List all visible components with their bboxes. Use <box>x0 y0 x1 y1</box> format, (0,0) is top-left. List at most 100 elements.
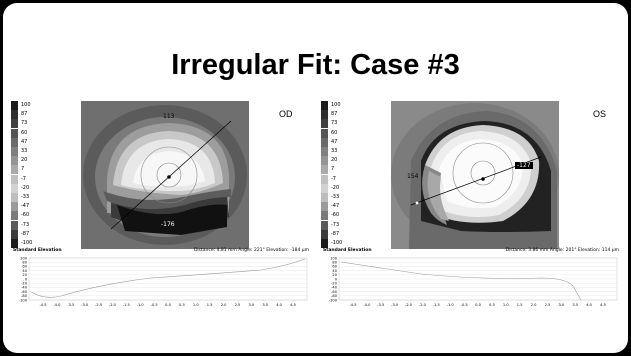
graph-x-tick-label: -4.5 <box>39 303 46 307</box>
elevation-color-scale: 100 87 73 60 47 33 20 7 -7 -20 -33 -47 -60 -73 -87 -100 <box>11 101 37 249</box>
scale-label: -73 <box>21 221 30 228</box>
graph-frame <box>28 257 308 301</box>
graph-header: Standard Elevation Distance: 3.86 mm Ang… <box>321 248 621 255</box>
graph-x-tick-label: 1.5 <box>207 303 213 307</box>
scale-swatch <box>11 202 18 212</box>
scale-label: 7 <box>331 166 335 173</box>
graph-x-tick-label: -1.0 <box>447 303 455 307</box>
scale-label: -100 <box>21 240 33 246</box>
graph-y-tick-label: 40 <box>22 269 27 273</box>
scale-swatch <box>321 137 328 147</box>
scale-swatch <box>11 211 18 221</box>
scale-swatch <box>321 156 328 166</box>
scale-swatch <box>321 202 328 212</box>
scale-label: -87 <box>21 230 30 237</box>
scale-swatch <box>321 119 328 129</box>
scale-swatch <box>11 147 18 156</box>
scale-label: 33 <box>331 148 338 154</box>
scale-label: 73 <box>21 120 28 127</box>
graph-y-tick-label: 0 <box>335 277 338 281</box>
graph-x-tick-label: 4.0 <box>276 303 282 307</box>
scale-label: -20 <box>21 184 30 191</box>
graph-x-tick-label: -0.5 <box>151 303 158 307</box>
graph-info: Distance: 4.81 mm Angle: 221° Elevation:… <box>193 248 309 253</box>
elevation-color-scale: 100 87 73 60 47 33 20 7 -7 -20 -33 -47 -60 -73 -87 -100 <box>321 101 347 249</box>
scale-label: -20 <box>331 184 340 191</box>
graph-x-tick-label: -4.0 <box>53 303 61 307</box>
scale-swatch <box>321 128 328 138</box>
graph-y-tick-label: 60 <box>332 265 337 269</box>
graph-y-tick-label: 80 <box>332 261 337 265</box>
scale-swatch <box>11 101 18 110</box>
scale-label: -73 <box>331 221 340 228</box>
graph-y-tick-label: 0 <box>25 277 28 281</box>
graph-y-tick-label: -100 <box>329 298 338 302</box>
graph-x-tick-label: -4.5 <box>349 303 356 307</box>
scale-swatch <box>321 239 328 248</box>
od-topography-panel: 100 87 73 60 47 33 20 7 -7 -20 -33 -47 -60 -73 -87 -100… <box>11 101 309 249</box>
scale-label: -47 <box>21 203 30 210</box>
graph-x-tick-label: 1.5 <box>517 303 523 307</box>
elevation-profile-line <box>30 258 306 298</box>
scale-label: -100 <box>331 240 343 246</box>
scale-label: -47 <box>331 203 340 210</box>
graph-y-tick-label: 60 <box>22 265 27 269</box>
os-eye-label: OS <box>593 109 607 119</box>
scale-swatch <box>321 229 328 239</box>
scale-swatch <box>321 183 328 193</box>
scale-swatch <box>11 137 18 147</box>
scale-label: 60 <box>331 129 338 136</box>
scale-swatch <box>321 165 328 175</box>
graph-x-tick-label: 4.5 <box>290 303 296 307</box>
graph-y-tick-label: -80 <box>331 294 338 298</box>
graph-y-tick-label: 20 <box>332 273 337 277</box>
graph-x-tick-label: -1.0 <box>137 303 145 307</box>
graph-y-tick-label: 100 <box>330 256 338 260</box>
scale-label: 87 <box>21 111 28 118</box>
graph-y-tick-label: -60 <box>21 290 28 294</box>
scale-swatch <box>321 101 328 110</box>
scale-swatch <box>321 211 328 221</box>
graph-x-tick-label: 0.0 <box>165 303 171 307</box>
graph-title: Standard Elevation <box>323 248 372 253</box>
graph-y-tick-label: 100 <box>20 256 28 260</box>
graph-x-tick-label: 4.5 <box>600 303 606 307</box>
od-bottom-elevation-value: -176 <box>161 221 175 228</box>
graph-x-tick-label: 1.0 <box>503 303 509 307</box>
graph-x-tick-label: -3.5 <box>67 303 74 307</box>
os-left-elevation-value: 154 <box>407 173 419 180</box>
graph-y-tick-label: -20 <box>21 282 28 286</box>
graph-y-tick-label: -40 <box>331 286 338 290</box>
os-topography-panel: 100 87 73 60 47 33 20 7 -7 -20 -33 -47 -60 -73 -87 -100… <box>321 101 619 249</box>
graph-y-tick-label: -60 <box>331 290 338 294</box>
graph-y-tick-label: 80 <box>22 261 27 265</box>
scale-swatch <box>11 229 18 239</box>
scale-label: 73 <box>331 120 338 127</box>
od-top-elevation-value: 113 <box>163 113 175 120</box>
scale-label: 47 <box>21 138 28 145</box>
slide: Irregular Fit: Case #3 100 87 73 60 47 33 20 7 -… <box>3 3 628 353</box>
scale-swatch <box>321 110 328 120</box>
graph-x-tick-label: -3.0 <box>391 303 399 307</box>
scale-label: -60 <box>21 212 30 219</box>
graph-x-tick-label: 1.0 <box>193 303 199 307</box>
graph-x-tick-label: 0.0 <box>475 303 481 307</box>
scale-label: -7 <box>21 175 26 182</box>
graph-y-tick-label: -80 <box>21 294 28 298</box>
scale-label: 20 <box>331 157 338 164</box>
graph-x-tick-label: -3.0 <box>81 303 89 307</box>
slide-title: Irregular Fit: Case #3 <box>171 49 460 81</box>
graph-x-tick-label: 3.5 <box>572 303 578 307</box>
scale-label: 7 <box>21 166 25 173</box>
os-elevation-map <box>391 101 559 249</box>
scale-label: 20 <box>21 157 28 164</box>
graph-x-tick-label: 2.0 <box>531 303 537 307</box>
od-eye-label: OD <box>279 109 293 119</box>
scale-swatch <box>321 220 328 230</box>
scale-label: -7 <box>331 175 336 182</box>
scale-swatch <box>11 119 18 129</box>
od-elevation-map <box>81 101 249 249</box>
od-elevation-profile: Standard Elevation Distance: 4.81 mm Ang… <box>11 248 311 308</box>
graph-y-tick-label: -40 <box>21 286 28 290</box>
